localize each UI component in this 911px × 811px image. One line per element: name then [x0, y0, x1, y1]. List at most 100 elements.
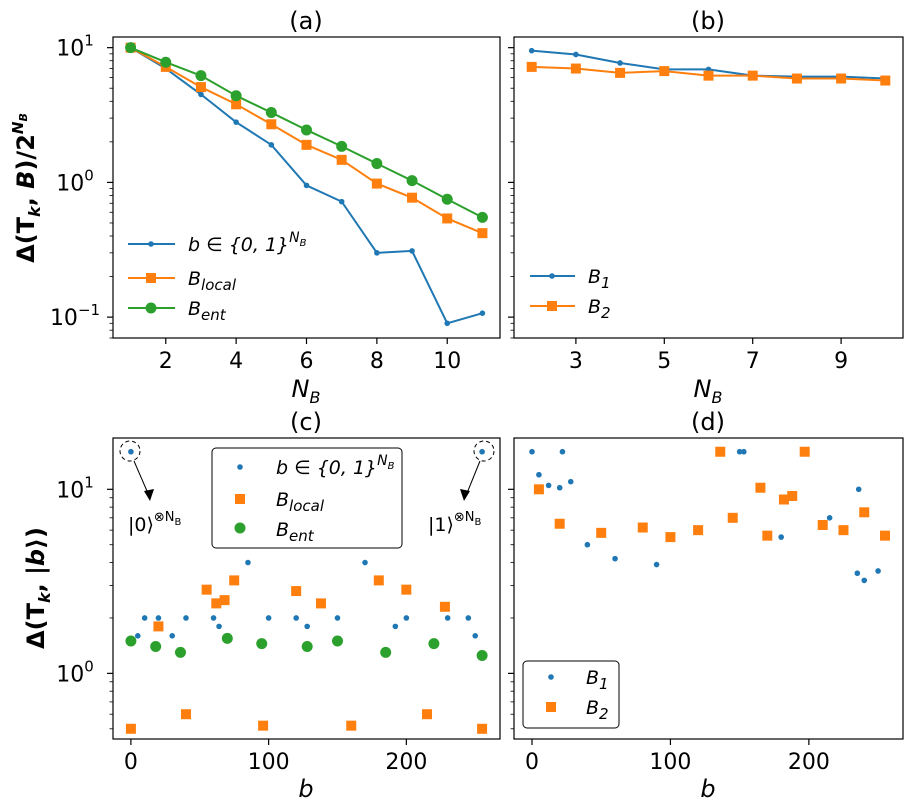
data-point: [265, 107, 277, 119]
panel-a-ytick-label: 10−1: [50, 301, 100, 331]
legend-b-b1: B1: [588, 266, 611, 292]
data-point: [155, 615, 162, 621]
data-point: [859, 507, 870, 518]
data-point: [659, 66, 670, 77]
panel-c-frame: [112, 437, 501, 740]
data-point: [570, 63, 581, 74]
panel-d-title: (d): [691, 408, 725, 436]
panel-b-xtick-label: 9: [834, 349, 848, 374]
panel-c-series-0: [128, 448, 485, 639]
data-point: [160, 56, 172, 68]
data-point: [584, 541, 591, 548]
data-point: [838, 525, 849, 536]
data-point: [855, 486, 862, 493]
data-point: [338, 198, 345, 205]
data-point: [409, 248, 415, 254]
data-point: [477, 228, 488, 239]
data-point: [128, 448, 134, 455]
data-point: [301, 139, 312, 150]
data-point: [439, 601, 450, 612]
data-point: [880, 530, 891, 541]
panel-d-xlabel: b: [700, 775, 715, 803]
data-point: [441, 193, 453, 205]
data-point: [380, 646, 392, 658]
data-point: [703, 70, 714, 81]
panel-b-title: (b): [691, 7, 725, 35]
data-point: [479, 448, 485, 455]
data-point: [741, 448, 747, 455]
panel-d-legend: B1 B2: [522, 660, 620, 729]
panel-c-legend: b ∈ {0, 1}NB Blocal Bent: [211, 447, 403, 549]
data-point: [476, 650, 488, 662]
panel-a-xtick-label: 2: [159, 349, 173, 374]
data-point: [854, 570, 861, 577]
legend-a-b-ent: Bent: [188, 298, 227, 324]
data-point: [392, 623, 399, 630]
data-point: [245, 559, 251, 566]
panel-c: (c) b Δ(Tk, |b⟩) 0 100 200 100 101 |0⟩⊗NB |1…: [22, 408, 501, 803]
data-point: [596, 527, 607, 538]
panel-b-xtick-label: 7: [746, 349, 760, 374]
data-point: [304, 623, 310, 630]
data-point: [444, 615, 451, 621]
data-point: [612, 555, 618, 562]
data-point: [401, 584, 412, 595]
panel-a-xtick-label: 10: [433, 349, 461, 374]
panel-b-xtick-label: 3: [569, 349, 583, 374]
data-point: [875, 568, 881, 574]
data-point: [331, 635, 343, 647]
data-point: [169, 633, 176, 639]
data-point: [559, 448, 566, 455]
data-point: [265, 615, 272, 621]
panel-b-series-1: [526, 61, 891, 86]
data-point: [268, 142, 275, 148]
panel-c-ylabel: Δ(Tk, |b⟩): [22, 527, 54, 649]
data-point: [747, 70, 758, 81]
data-point: [556, 484, 563, 491]
panel-c-xtick-label: 0: [124, 750, 138, 775]
data-point: [617, 60, 623, 66]
data-point: [233, 119, 239, 125]
data-point: [125, 635, 137, 647]
panel-a-xtick-label: 8: [370, 349, 384, 374]
data-point: [291, 586, 302, 597]
data-point: [637, 522, 648, 533]
data-point: [374, 250, 380, 256]
legend-a-b-binary: b ∈ {0, 1}NB: [188, 230, 307, 256]
data-point: [183, 615, 189, 621]
data-point: [533, 484, 544, 495]
panel-c-series-2: [125, 632, 488, 662]
panel-b-xlabel: NB: [694, 375, 723, 407]
data-point: [477, 723, 488, 734]
panel-c-ytick-label: 100: [56, 657, 94, 687]
data-point: [755, 482, 766, 493]
data-point: [536, 471, 542, 478]
data-point: [428, 638, 440, 650]
panel-b: (b) NB 3 5 7 9 B1 B2: [508, 7, 904, 407]
panel-a-series-2: [125, 42, 488, 223]
data-point: [346, 720, 357, 731]
data-point: [293, 615, 299, 621]
data-point: [195, 82, 206, 93]
circle-zero-state: [119, 440, 141, 462]
panel-c-ytick-label: 101: [56, 473, 94, 503]
panel-a-xtick-label: 6: [300, 349, 314, 374]
data-point: [301, 124, 312, 136]
annotation-zero-state: |0⟩⊗NB: [128, 510, 182, 536]
data-point: [373, 575, 384, 586]
data-point: [778, 534, 784, 540]
data-point: [573, 51, 579, 58]
panel-d-frame: [513, 437, 904, 740]
circle-one-state: [473, 440, 495, 462]
panel-d-series-1: [533, 446, 891, 543]
panel-a-xtick-label: 4: [229, 349, 243, 374]
data-point: [727, 512, 738, 523]
data-point: [787, 490, 798, 501]
data-point: [554, 518, 565, 529]
panel-b-xtick-label: 5: [657, 349, 671, 374]
data-point: [422, 709, 433, 720]
data-point: [216, 623, 222, 630]
panel-d-xtick-label: 0: [525, 750, 539, 775]
data-point: [336, 154, 347, 165]
